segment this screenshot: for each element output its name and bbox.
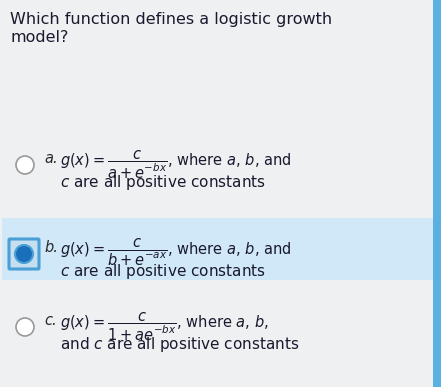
Text: $g(x) = \dfrac{c}{a+e^{-bx}}$, where $a$, $b$, and: $g(x) = \dfrac{c}{a+e^{-bx}}$, where $a$… [60,149,292,181]
Circle shape [16,156,34,174]
Text: a.: a. [44,151,58,166]
Text: and $c$ are all positive constants: and $c$ are all positive constants [60,335,299,354]
Circle shape [16,318,34,336]
Bar [433,0,441,387]
Text: $c$ are all positive constants: $c$ are all positive constants [60,262,266,281]
Text: c.: c. [44,313,56,328]
Text: $g(x) = \dfrac{c}{1+ae^{-bx}}$, where $a$, $b$,: $g(x) = \dfrac{c}{1+ae^{-bx}}$, where $a… [60,311,269,343]
FancyBboxPatch shape [9,239,39,269]
Text: model?: model? [10,30,68,45]
Text: $g(x) = \dfrac{c}{b+e^{-ax}}$, where $a$, $b$, and: $g(x) = \dfrac{c}{b+e^{-ax}}$, where $a$… [60,238,292,268]
Text: $c$ are all positive constants: $c$ are all positive constants [60,173,266,192]
Circle shape [15,245,33,263]
Text: b.: b. [44,240,58,255]
Bar [2,218,433,280]
Text: Which function defines a logistic growth: Which function defines a logistic growth [10,12,332,27]
